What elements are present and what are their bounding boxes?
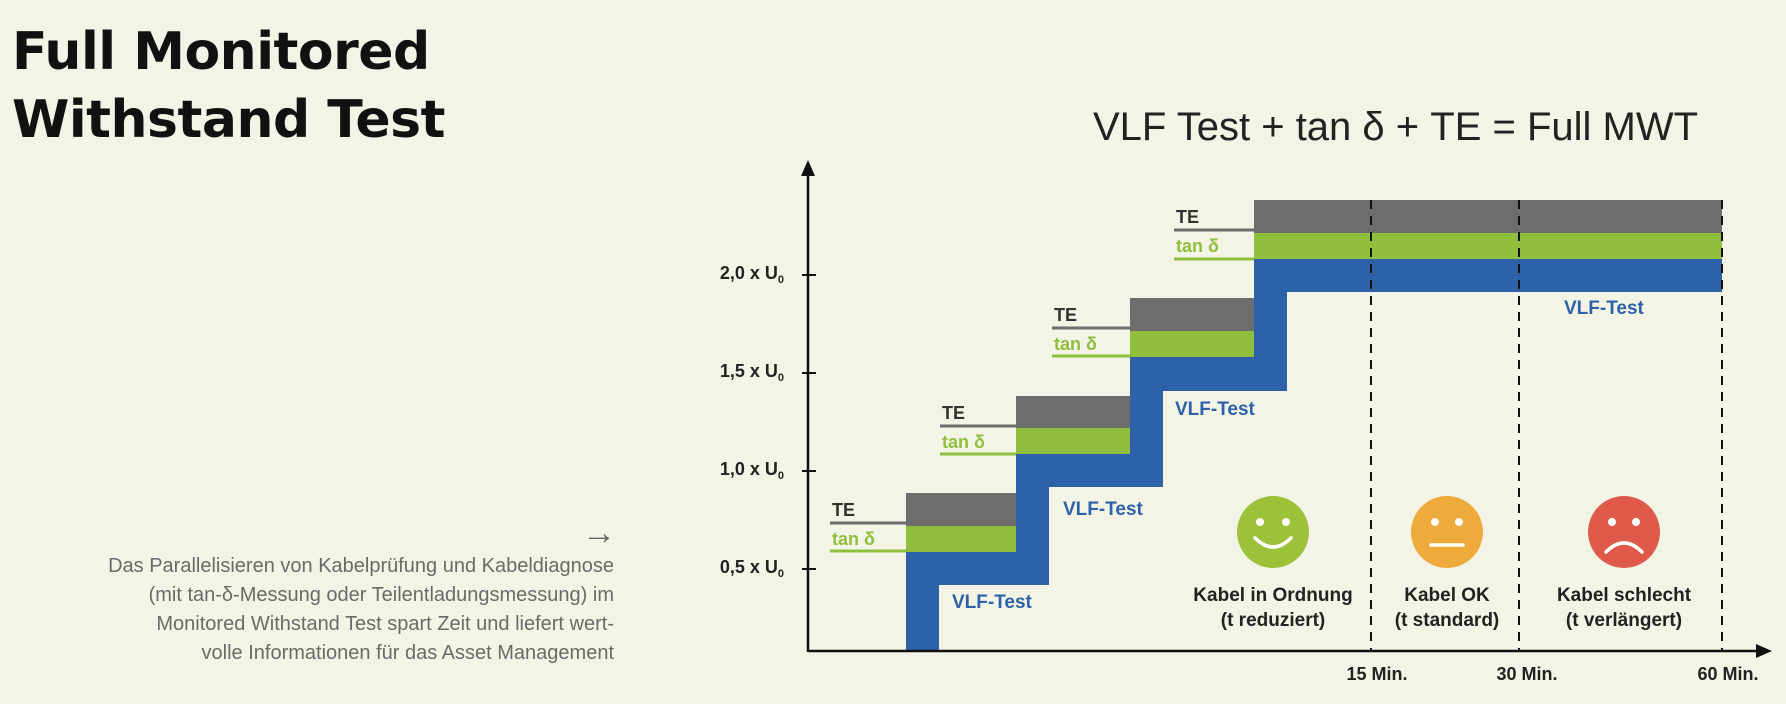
equation-text: VLF Test + tan δ + TE = Full MWT <box>1093 105 1698 149</box>
happy-face-icon <box>1237 496 1309 568</box>
y-tick-label: 2,0 x U0 <box>720 263 784 286</box>
caption-line: volle Informationen für das Asset Manage… <box>201 642 614 664</box>
x-tick-label: 15 Min. <box>1346 664 1407 684</box>
label-leaders <box>830 228 1254 553</box>
tan-label: tan δ <box>1054 334 1097 354</box>
tan-label: tan δ <box>1176 236 1219 256</box>
x-tick-label: 30 Min. <box>1496 664 1557 684</box>
y-tick-label: 1,0 x U0 <box>720 459 784 482</box>
time-markers <box>1370 200 1723 650</box>
tan-label: tan δ <box>942 432 985 452</box>
outcome-sublabel: (t standard) <box>1395 610 1500 631</box>
title-line-2: Withstand Test <box>12 90 445 150</box>
x-axis-arrow-icon <box>1756 644 1772 658</box>
outcome-sublabel: (t verlängert) <box>1566 610 1682 631</box>
tan-bar <box>1016 428 1130 454</box>
vlf-riser <box>1016 454 1049 585</box>
y-tick-label: 0,5 x U0 <box>720 557 784 580</box>
te-bar <box>1254 200 1722 233</box>
sad-face-icon <box>1588 496 1660 568</box>
y-tick-marks <box>802 274 816 570</box>
vlf-riser <box>1130 357 1163 487</box>
page-title: Full Monitored Withstand Test <box>12 18 445 154</box>
outcome-label: Kabel OK <box>1404 585 1490 606</box>
caption-text: Das Parallelisieren von Kabelprüfung und… <box>14 552 614 668</box>
tan-bar <box>1254 233 1722 259</box>
vlf-label: VLF-Test <box>952 592 1033 613</box>
te-label: TE <box>942 403 965 423</box>
te-bar <box>1016 396 1130 428</box>
step-3 <box>1130 298 1286 487</box>
step-4 <box>1254 200 1722 391</box>
caption-line: Monitored Withstand Test spart Zeit und … <box>156 613 614 635</box>
caption-line: (mit tan-δ-Messung oder Teilentladungsme… <box>148 584 614 606</box>
tan-bar <box>906 526 1016 552</box>
outcome-label: Kabel in Ordnung <box>1193 585 1352 606</box>
vlf-riser <box>1254 259 1287 391</box>
outcome-sublabel: (t reduziert) <box>1221 610 1326 631</box>
neutral-face-icon <box>1411 496 1483 568</box>
te-bar <box>1130 298 1254 331</box>
te-label: TE <box>832 500 855 520</box>
te-label: TE <box>1176 207 1199 227</box>
te-bar <box>906 493 1016 526</box>
caption-line: Das Parallelisieren von Kabelprüfung und… <box>108 555 614 577</box>
vlf-label: VLF-Test <box>1175 399 1256 420</box>
x-tick-label: 60 Min. <box>1697 664 1758 684</box>
te-label: TE <box>1054 305 1077 325</box>
vlf-label: VLF-Test <box>1564 298 1645 319</box>
right-arrow-icon: → <box>582 514 616 552</box>
y-axis-arrow-icon <box>801 160 815 176</box>
tan-bar <box>1130 331 1254 357</box>
vlf-bar <box>1254 259 1722 292</box>
y-tick-label: 1,5 x U0 <box>720 361 784 384</box>
tan-label: tan δ <box>832 529 875 549</box>
axes <box>801 160 1772 658</box>
outcome-label: Kabel schlecht <box>1557 585 1692 606</box>
vlf-label: VLF-Test <box>1063 499 1144 520</box>
title-line-1: Full Monitored <box>12 22 430 82</box>
vlf-riser <box>906 552 939 650</box>
